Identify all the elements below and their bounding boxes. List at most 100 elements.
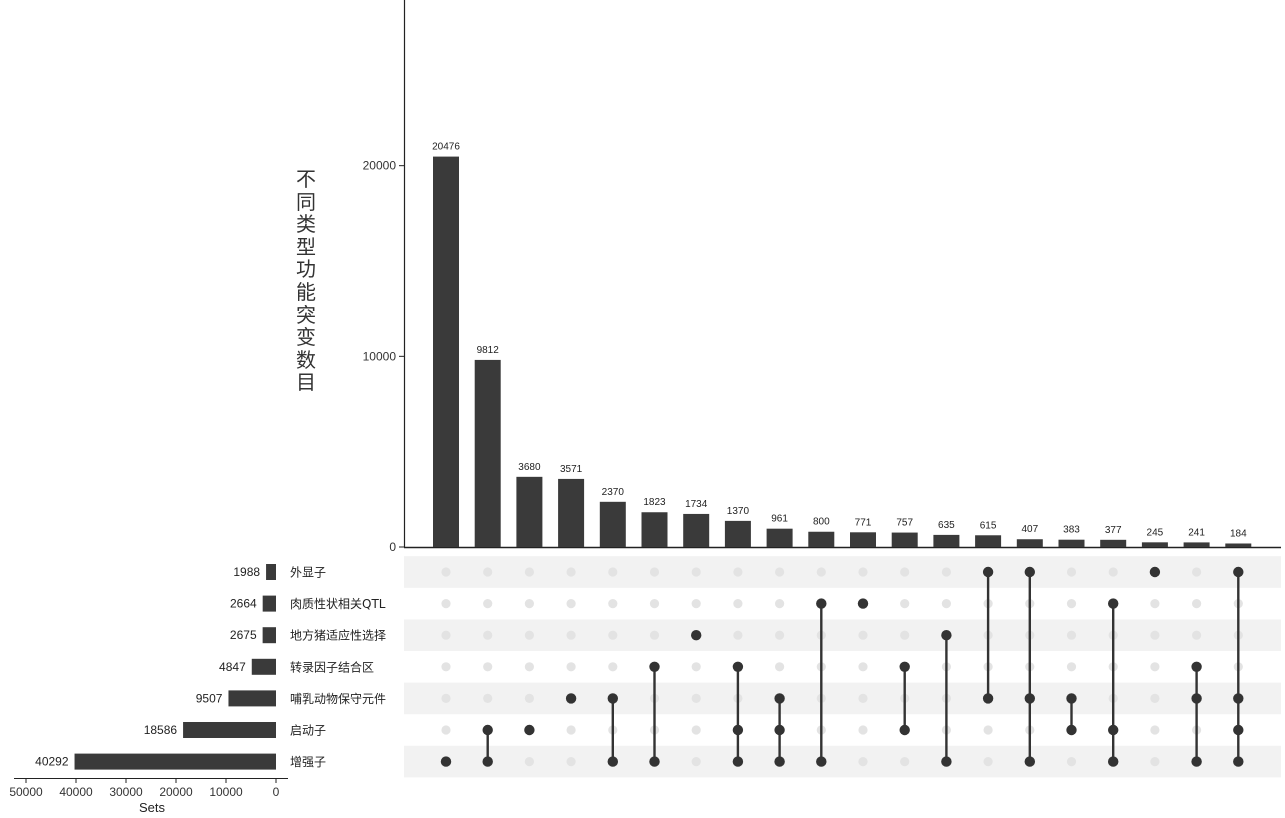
set-name-label: 地方猪适应性选择 bbox=[290, 628, 386, 643]
set-size-label: 4847 bbox=[219, 660, 246, 674]
matrix-dot-inactive bbox=[566, 757, 576, 767]
matrix-dot-inactive bbox=[1150, 693, 1160, 704]
intersection-bar bbox=[599, 501, 626, 547]
matrix-dot-active bbox=[524, 724, 535, 736]
set-size-label: 2664 bbox=[230, 597, 257, 611]
matrix-dot-active bbox=[1066, 724, 1077, 736]
matrix-row-stripe bbox=[404, 745, 1281, 778]
matrix-dot-inactive bbox=[441, 599, 451, 609]
matrix-dot-inactive bbox=[1066, 662, 1077, 672]
intersection-bar-label: 3571 bbox=[560, 464, 583, 475]
matrix-dot-active bbox=[1108, 724, 1119, 736]
matrix-dot-inactive bbox=[775, 599, 785, 609]
matrix-dot-active bbox=[774, 756, 785, 767]
intersection-bar-label: 2370 bbox=[602, 487, 625, 498]
matrix-dot-inactive bbox=[691, 662, 701, 672]
matrix-dot-inactive bbox=[524, 567, 535, 577]
matrix-dot-inactive bbox=[858, 725, 868, 735]
set-size-tick-label: 30000 bbox=[109, 785, 143, 799]
matrix-dot-inactive bbox=[524, 630, 535, 640]
intersection-bar bbox=[724, 520, 751, 547]
set-name-label: 外显子 bbox=[290, 566, 326, 580]
intersection-bar bbox=[808, 531, 835, 547]
matrix-dot-inactive bbox=[483, 662, 493, 672]
matrix-dot-active bbox=[1191, 756, 1202, 767]
matrix-dot-inactive bbox=[1150, 757, 1160, 767]
matrix-dot-active bbox=[1149, 566, 1161, 578]
matrix-dot-active bbox=[607, 756, 618, 767]
matrix-dot-active bbox=[1191, 661, 1202, 672]
matrix-dot-inactive bbox=[691, 693, 701, 704]
set-size-bar bbox=[74, 753, 276, 770]
set-size-tick-label: 40000 bbox=[59, 785, 93, 799]
set-size-bar bbox=[262, 595, 276, 612]
matrix-dot-active bbox=[774, 724, 785, 736]
set-size-bar bbox=[183, 722, 276, 738]
matrix-dot-active bbox=[1024, 693, 1036, 704]
set-size-tick-label: 10000 bbox=[209, 785, 243, 799]
matrix-dot-active bbox=[1191, 693, 1202, 704]
matrix-dot-inactive bbox=[858, 662, 868, 672]
matrix-dot-active bbox=[1108, 598, 1119, 609]
matrix-dot-active bbox=[1233, 756, 1244, 767]
set-name-label: 增强子 bbox=[290, 755, 326, 769]
matrix-dot-inactive bbox=[483, 599, 493, 609]
matrix-dot-inactive bbox=[775, 567, 785, 577]
matrix-dot-inactive bbox=[691, 725, 701, 735]
set-name-label: 肉质性状相关QTL bbox=[290, 597, 386, 611]
intersection-bar bbox=[641, 512, 668, 547]
matrix-dot-active bbox=[1066, 693, 1077, 704]
matrix-dot-inactive bbox=[941, 599, 952, 609]
matrix-dot-inactive bbox=[858, 757, 868, 767]
matrix-dot-active bbox=[816, 756, 827, 767]
matrix-dot-inactive bbox=[775, 630, 785, 640]
matrix-row-stripe bbox=[404, 556, 1281, 588]
intersection-bar bbox=[1183, 542, 1210, 547]
matrix-dot-active bbox=[732, 661, 744, 672]
matrix-dot-active bbox=[649, 661, 660, 672]
matrix-dot-active bbox=[982, 693, 994, 704]
y-tick-label: 10000 bbox=[363, 349, 397, 363]
set-size-label: 9507 bbox=[196, 691, 223, 705]
intersection-bar-label: 3680 bbox=[518, 462, 541, 473]
matrix-dot-inactive bbox=[1192, 599, 1202, 609]
intersection-bar bbox=[558, 478, 585, 547]
intersection-bar bbox=[891, 532, 918, 547]
matrix-dot-active bbox=[1233, 693, 1244, 704]
set-size-bar bbox=[262, 627, 276, 644]
intersection-bar bbox=[975, 535, 1002, 547]
set-size-bar bbox=[251, 658, 276, 675]
set-size-axis-title: Sets bbox=[138, 800, 165, 815]
intersection-bar bbox=[1141, 542, 1168, 547]
intersection-bar-label: 1823 bbox=[643, 497, 666, 508]
matrix-dot-active bbox=[982, 566, 994, 578]
set-size-tick-label: 50000 bbox=[9, 785, 43, 799]
matrix-row-stripe bbox=[404, 682, 1281, 715]
intersection-bar-label: 615 bbox=[980, 520, 997, 531]
intersection-bar bbox=[850, 532, 876, 547]
matrix-dot-active bbox=[1233, 724, 1244, 736]
matrix-dot-inactive bbox=[858, 567, 868, 577]
matrix-dot-active bbox=[482, 724, 493, 736]
set-size-label: 2675 bbox=[230, 628, 257, 642]
matrix-dot-inactive bbox=[691, 599, 701, 609]
matrix-dot-inactive bbox=[649, 567, 660, 577]
matrix-dot-active bbox=[941, 756, 952, 767]
intersection-bar-label: 377 bbox=[1105, 525, 1122, 536]
matrix-dot-inactive bbox=[941, 567, 952, 577]
matrix-dot-inactive bbox=[483, 693, 493, 704]
matrix-dot-inactive bbox=[858, 693, 868, 704]
matrix-dot-active bbox=[774, 693, 785, 704]
matrix-dot-inactive bbox=[775, 662, 785, 672]
intersection-bar-label: 757 bbox=[896, 518, 913, 529]
intersection-bar bbox=[766, 528, 793, 547]
matrix-dot-inactive bbox=[524, 757, 535, 767]
matrix-dot-inactive bbox=[900, 630, 910, 640]
matrix-dot-active bbox=[649, 756, 660, 767]
set-name-label: 启动子 bbox=[290, 724, 326, 738]
set-size-label: 40292 bbox=[35, 755, 69, 769]
matrix-dot-inactive bbox=[524, 662, 535, 672]
matrix-dot-inactive bbox=[733, 567, 743, 577]
matrix-dot-inactive bbox=[441, 693, 451, 704]
matrix-dot-inactive bbox=[1066, 630, 1077, 640]
